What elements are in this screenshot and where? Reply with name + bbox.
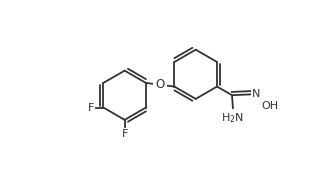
- Text: F: F: [87, 102, 94, 112]
- Text: H$_2$N: H$_2$N: [221, 111, 244, 125]
- Text: F: F: [122, 129, 128, 139]
- Text: O: O: [156, 78, 165, 91]
- Text: OH: OH: [262, 101, 279, 111]
- Text: N: N: [252, 89, 260, 99]
